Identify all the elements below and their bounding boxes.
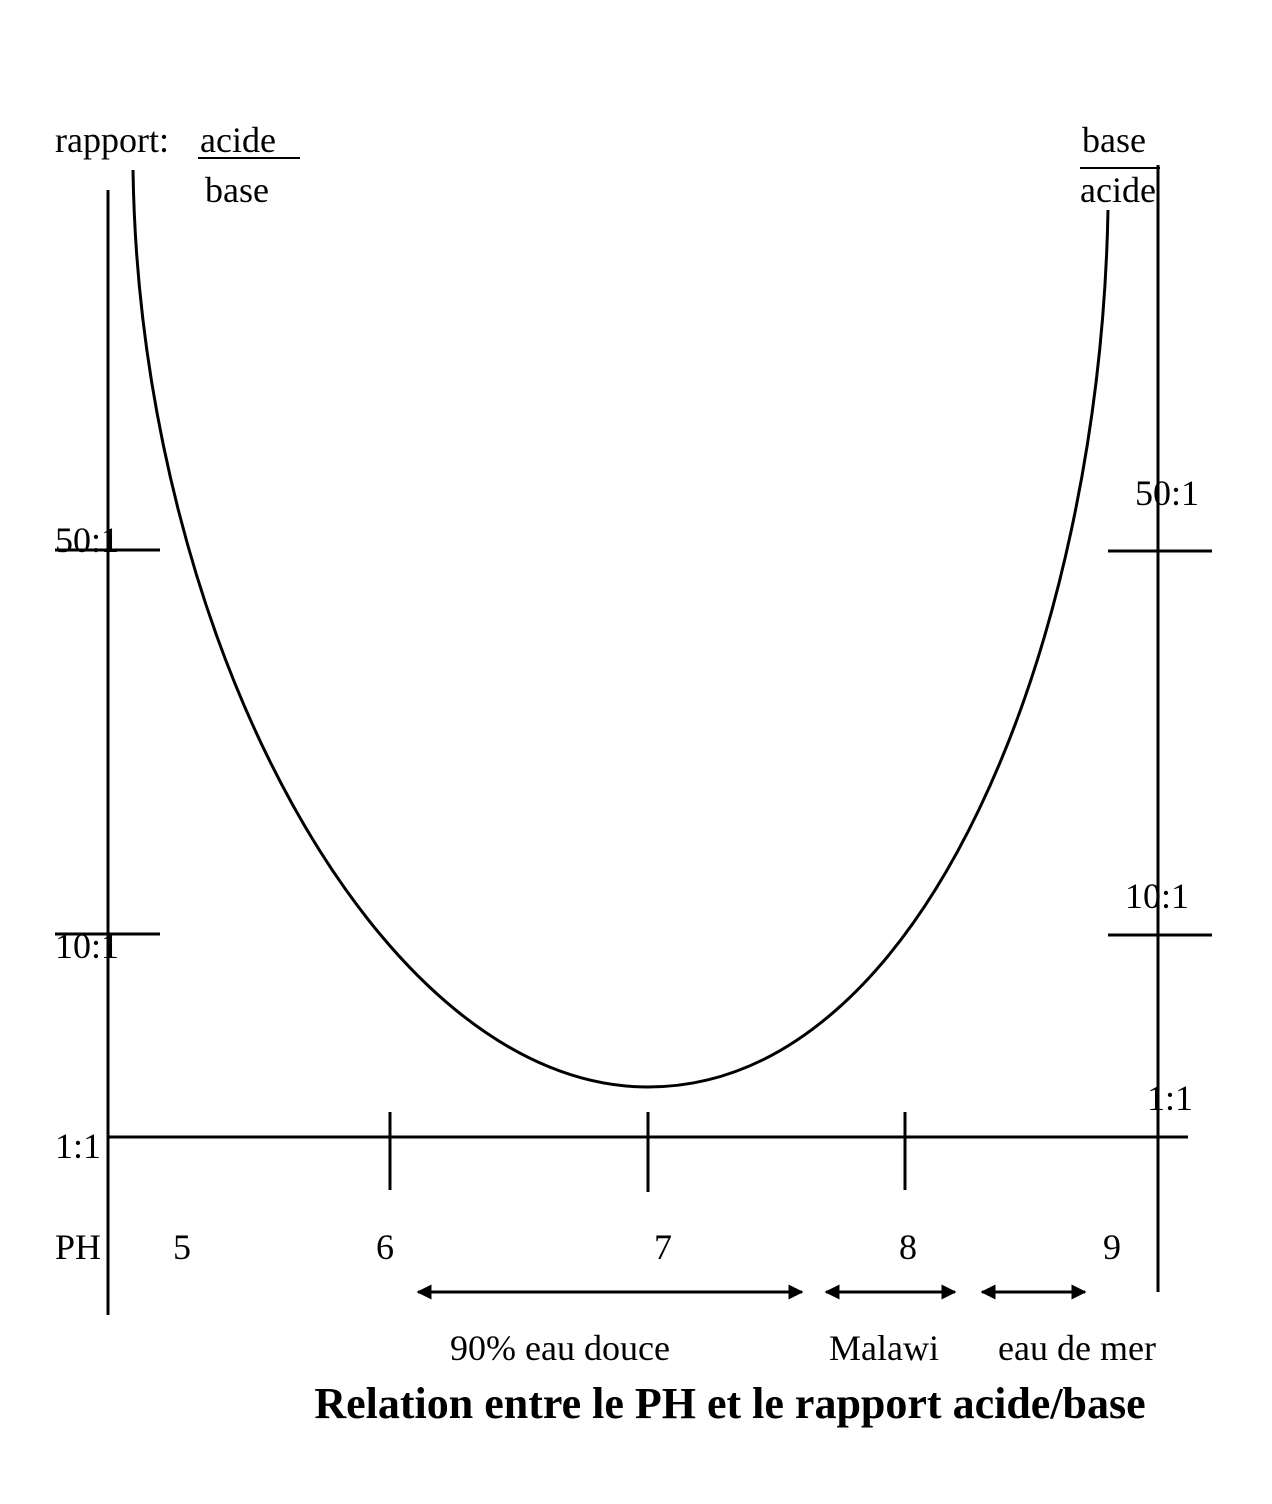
x-tick-label: 7 <box>654 1227 672 1267</box>
fraction-numerator: base <box>1082 120 1146 160</box>
range-label: 90% eau douce <box>450 1328 670 1368</box>
range-label: Malawi <box>829 1328 939 1368</box>
x-tick-label: 6 <box>376 1227 394 1267</box>
ratio-label: 1:1 <box>55 1126 101 1166</box>
curve <box>131 169 1110 1089</box>
axis-heading: rapport: <box>55 120 169 160</box>
ratio-label: 50:1 <box>55 520 119 560</box>
x-axis-label: PH <box>55 1227 101 1267</box>
fraction-numerator: acide <box>200 120 276 160</box>
ratio-label: 1:1 <box>1147 1078 1193 1118</box>
fraction-denominator: base <box>205 170 269 210</box>
fraction-denominator: acide <box>1080 170 1156 210</box>
x-tick-label: 5 <box>173 1227 191 1267</box>
x-tick-label: 9 <box>1103 1227 1121 1267</box>
range-label: eau de mer <box>998 1328 1156 1368</box>
ratio-label: 50:1 <box>1135 473 1199 513</box>
title: Relation entre le PH et le rapport acide… <box>314 1379 1145 1428</box>
ratio-label: 10:1 <box>55 926 119 966</box>
x-tick-label: 8 <box>899 1227 917 1267</box>
ratio-label: 10:1 <box>1125 876 1189 916</box>
